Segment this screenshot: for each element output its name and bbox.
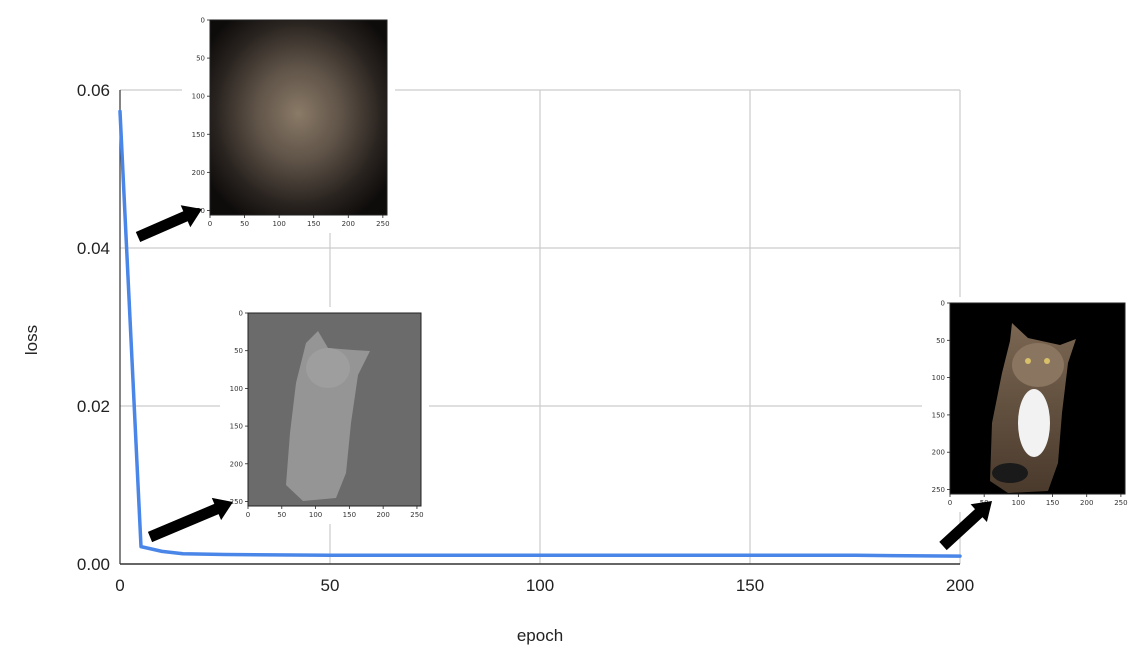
inset-y-tick-label: 150	[192, 131, 205, 139]
cat-eye-right	[1044, 358, 1050, 364]
inset-x-tick-label: 250	[1114, 499, 1127, 507]
tick-labels: 0 50 100 150 200 0.00 0.02 0.04 0.06	[77, 81, 974, 595]
y-tick-label: 0.04	[77, 239, 110, 258]
inset-x-tick-label: 100	[309, 511, 322, 519]
inset-y-tick-label: 200	[230, 460, 243, 468]
inset-y-tick-label: 50	[234, 347, 243, 355]
inset-frame	[209, 19, 388, 216]
inset-x-tick-label: 200	[376, 511, 389, 519]
inset-x-tick-label: 50	[240, 220, 249, 228]
y-tick-label: 0.00	[77, 555, 110, 574]
inset-x-tick-label: 0	[948, 499, 952, 507]
series-layer	[118, 109, 962, 558]
inset-x-tick-label: 50	[277, 511, 286, 519]
inset-y-tick-label: 50	[196, 55, 205, 63]
inset-x-tick-label: 200	[342, 220, 355, 228]
axes	[119, 90, 960, 565]
x-tick-label: 0	[115, 576, 124, 595]
x-axis-label: epoch	[517, 626, 563, 645]
loss-series-line	[118, 109, 962, 558]
inset-x-tick-label: 0	[208, 220, 212, 228]
inset-y-tick-label: 0	[239, 310, 243, 318]
inset-frame	[247, 312, 422, 507]
inset-y-tick-label: 200	[932, 449, 945, 457]
arrow	[147, 497, 233, 543]
x-tick-label: 200	[946, 576, 974, 595]
inset-y-tick-label: 100	[932, 374, 945, 382]
inset-y-tick-label: 250	[932, 486, 945, 494]
inset-x-tick-label: 200	[1080, 499, 1093, 507]
inset-x-tick-label: 100	[272, 220, 285, 228]
inset-y-tick-label: 50	[936, 337, 945, 345]
inset-x-tick-label: 150	[1046, 499, 1059, 507]
inset-x-tick-label: 250	[376, 220, 389, 228]
cat-head	[306, 348, 350, 388]
inset-y-tick-label: 100	[230, 385, 243, 393]
inset-y-tick-label: 200	[192, 169, 205, 177]
inset-y-tick-label: 0	[941, 300, 945, 308]
inset-x-tick-label: 150	[343, 511, 356, 519]
inset-y-tick-label: 250	[230, 498, 243, 506]
blurry-reconstruction-image	[210, 20, 387, 215]
cat-head	[1012, 343, 1064, 387]
y-tick-label: 0.02	[77, 397, 110, 416]
faded-cat-shape	[286, 331, 370, 501]
cat-eye-left	[1025, 358, 1031, 364]
y-tick-label: 0.06	[77, 81, 110, 100]
inset-y-tick-label: 150	[932, 411, 945, 419]
inset-y-tick-label: 100	[192, 93, 205, 101]
inset-y-tick-label: 0	[201, 17, 205, 25]
cat-shape	[990, 323, 1076, 493]
image-insets: 0501001502002500501001502002500501001502…	[182, 14, 1131, 524]
cat-tail	[992, 463, 1028, 483]
inset-y-tick-label: 150	[230, 423, 243, 431]
inset-arrows	[135, 205, 992, 551]
arrow	[939, 501, 992, 551]
x-tick-label: 150	[736, 576, 764, 595]
x-tick-label: 50	[321, 576, 340, 595]
inset-x-tick-label: 150	[307, 220, 320, 228]
inset-x-tick-label: 250	[410, 511, 423, 519]
inset-x-tick-label: 0	[246, 511, 250, 519]
inset-x-tick-label: 100	[1012, 499, 1025, 507]
arrow	[135, 205, 202, 242]
cat-chest	[1018, 389, 1050, 457]
inset-frame	[949, 302, 1126, 495]
y-axis-label: loss	[22, 325, 41, 355]
axis-labels: epoch loss	[22, 325, 563, 645]
x-tick-label: 100	[526, 576, 554, 595]
